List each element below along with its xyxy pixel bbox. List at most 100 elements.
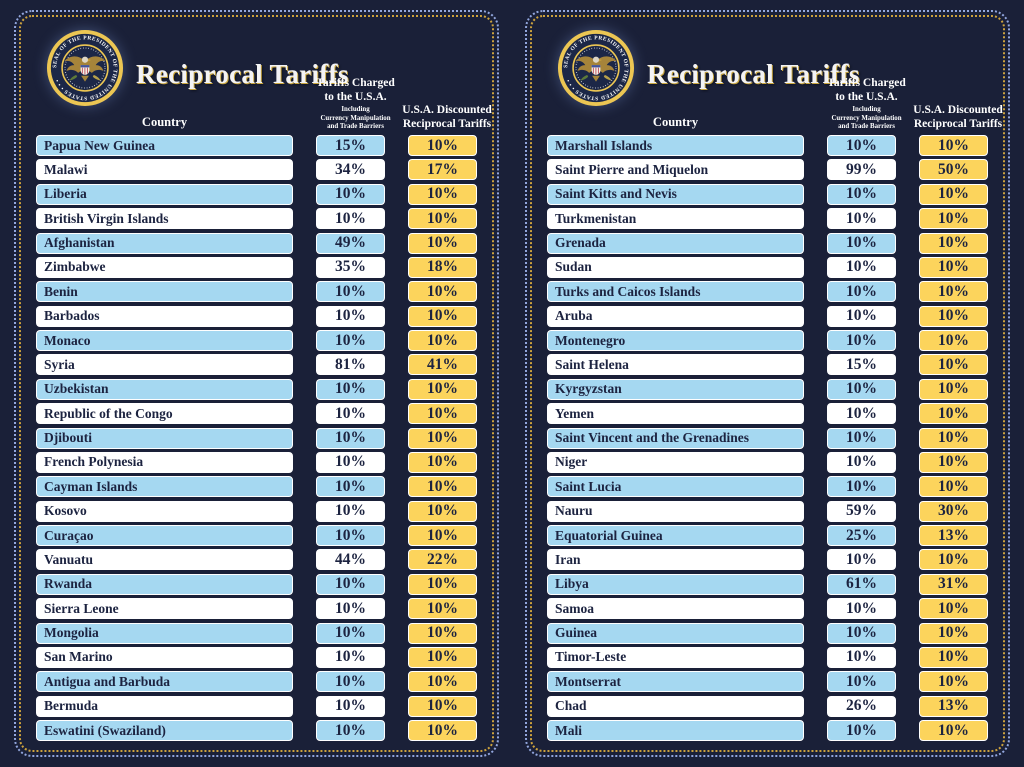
tariff-row: Malawi 34% 17% <box>36 159 477 181</box>
column-header-country: Country <box>141 115 188 129</box>
country-name: Timor-Leste <box>547 646 804 668</box>
discounted-tariff-value: 10% <box>408 598 477 620</box>
charged-header-subline: and Trade Barriers <box>327 123 384 131</box>
country-name: French Polynesia <box>36 451 293 473</box>
discounted-tariff-value: 10% <box>408 671 477 693</box>
tariff-row: Niger 10% 10% <box>547 451 988 473</box>
country-name: Saint Lucia <box>547 476 804 498</box>
eagle-icon <box>64 56 106 82</box>
discounted-tariff-value: 10% <box>408 622 477 644</box>
tariff-row: Eswatini (Swaziland) 10% 10% <box>36 720 477 741</box>
tariff-row: Antigua and Barbuda 10% 10% <box>36 671 477 693</box>
discounted-tariff-value: 10% <box>408 208 477 230</box>
discounted-tariff-value: 18% <box>408 256 477 278</box>
discounted-tariff-value: 10% <box>919 378 988 400</box>
country-name: Mali <box>547 720 804 741</box>
tariff-row: Yemen 10% 10% <box>547 403 988 425</box>
discounted-tariff-value: 10% <box>919 305 988 327</box>
charged-tariff-value: 61% <box>827 573 896 595</box>
country-name: Bermuda <box>36 695 293 717</box>
discounted-tariff-value: 10% <box>919 476 988 498</box>
discounted-tariff-value: 10% <box>408 476 477 498</box>
country-name: Turks and Caicos Islands <box>547 281 804 303</box>
discounted-tariff-value: 41% <box>408 354 477 376</box>
charged-tariff-value: 35% <box>316 256 385 278</box>
tariff-row: Sudan 10% 10% <box>547 256 988 278</box>
country-name: Chad <box>547 695 804 717</box>
tariff-row: Cayman Islands 10% 10% <box>36 476 477 498</box>
tariff-row: Kosovo 10% 10% <box>36 500 477 522</box>
country-name: Grenada <box>547 232 804 254</box>
discounted-tariff-value: 10% <box>408 525 477 546</box>
country-name: Liberia <box>36 183 293 205</box>
charged-tariff-value: 10% <box>827 135 896 156</box>
country-name: Syria <box>36 354 293 376</box>
column-header-country: Country <box>652 115 699 129</box>
charged-tariff-value: 10% <box>316 378 385 400</box>
country-name: Saint Helena <box>547 354 804 376</box>
discounted-tariff-value: 10% <box>919 549 988 571</box>
discounted-tariff-value: 31% <box>919 573 988 595</box>
charged-tariff-value: 15% <box>827 354 896 376</box>
tariff-row: Uzbekistan 10% 10% <box>36 378 477 400</box>
charged-tariff-value: 10% <box>827 476 896 498</box>
discounted-tariff-value: 10% <box>408 378 477 400</box>
presidential-seal-svg: SEAL OF THE PRESIDENT OF THE UNITED STAT… <box>557 29 635 107</box>
charged-tariff-value: 10% <box>827 330 896 351</box>
charged-header-line: to the U.S.A. <box>835 90 898 103</box>
tariff-row: Nauru 59% 30% <box>547 500 988 522</box>
board-title: Reciprocal Tariffs <box>647 59 860 89</box>
discounted-tariff-value: 50% <box>919 159 988 181</box>
column-header-discounted: U.S.A. Discounted Reciprocal Tariffs <box>889 104 1024 132</box>
country-name: Saint Pierre and Miquelon <box>547 159 804 181</box>
tariff-row: Bermuda 10% 10% <box>36 695 477 717</box>
country-name: Guinea <box>547 622 804 644</box>
column-header-charged: Tariffs Charged to the U.S.A. Including … <box>797 77 936 132</box>
country-name: Libya <box>547 573 804 595</box>
charged-tariff-value: 10% <box>316 476 385 498</box>
discounted-tariff-value: 10% <box>919 208 988 230</box>
column-header-charged: Tariffs Charged to the U.S.A. Including … <box>286 77 425 132</box>
country-name: Montserrat <box>547 671 804 693</box>
tariff-row: Djibouti 10% 10% <box>36 427 477 449</box>
discounted-tariff-value: 10% <box>408 232 477 254</box>
discounted-tariff-value: 10% <box>408 695 477 717</box>
charged-tariff-value: 10% <box>316 720 385 741</box>
discounted-tariff-value: 17% <box>408 159 477 181</box>
tariff-row: Saint Lucia 10% 10% <box>547 476 988 498</box>
tariff-rows: Marshall Islands 10% 10% Saint Pierre and M… <box>547 135 988 741</box>
charged-tariff-value: 10% <box>827 671 896 693</box>
discounted-tariff-value: 10% <box>408 183 477 205</box>
charged-tariff-value: 10% <box>316 208 385 230</box>
tariff-row: Samoa 10% 10% <box>547 598 988 620</box>
tariff-row: Libya 61% 31% <box>547 573 988 595</box>
country-name: Zimbabwe <box>36 256 293 278</box>
discounted-tariff-value: 10% <box>408 427 477 449</box>
tariff-row: Sierra Leone 10% 10% <box>36 598 477 620</box>
presidential-seal-svg: SEAL OF THE PRESIDENT OF THE UNITED STAT… <box>46 29 124 107</box>
country-name: Afghanistan <box>36 232 293 254</box>
charged-tariff-value: 34% <box>316 159 385 181</box>
board-header: SEAL OF THE PRESIDENT OF THE UNITED STAT… <box>547 17 1003 135</box>
charged-tariff-value: 10% <box>827 183 896 205</box>
charged-tariff-value: 15% <box>316 135 385 156</box>
board-header: SEAL OF THE PRESIDENT OF THE UNITED STAT… <box>36 17 492 135</box>
country-name: Djibouti <box>36 427 293 449</box>
tariff-row: Saint Kitts and Nevis 10% 10% <box>547 183 988 205</box>
tariff-row: Rwanda 10% 10% <box>36 573 477 595</box>
presidential-seal-icon: SEAL OF THE PRESIDENT OF THE UNITED STAT… <box>557 29 635 107</box>
tariff-row: Chad 26% 13% <box>547 695 988 717</box>
charged-tariff-value: 10% <box>827 208 896 230</box>
country-name: Turkmenistan <box>547 208 804 230</box>
tariff-row: Saint Helena 15% 10% <box>547 354 988 376</box>
charged-tariff-value: 59% <box>827 500 896 522</box>
charged-tariff-value: 10% <box>827 305 896 327</box>
tariff-board-left: SEAL OF THE PRESIDENT OF THE UNITED STAT… <box>14 10 499 757</box>
discounted-tariff-value: 10% <box>408 330 477 351</box>
discounted-tariff-value: 13% <box>919 695 988 717</box>
charged-tariff-value: 10% <box>316 671 385 693</box>
presidential-seal-icon: SEAL OF THE PRESIDENT OF THE UNITED STAT… <box>46 29 124 107</box>
country-name: Cayman Islands <box>36 476 293 498</box>
discounted-tariff-value: 10% <box>919 622 988 644</box>
